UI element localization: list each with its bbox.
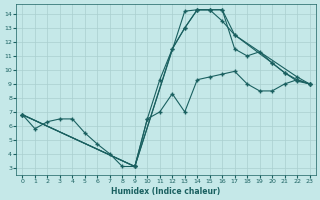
X-axis label: Humidex (Indice chaleur): Humidex (Indice chaleur) bbox=[111, 187, 221, 196]
